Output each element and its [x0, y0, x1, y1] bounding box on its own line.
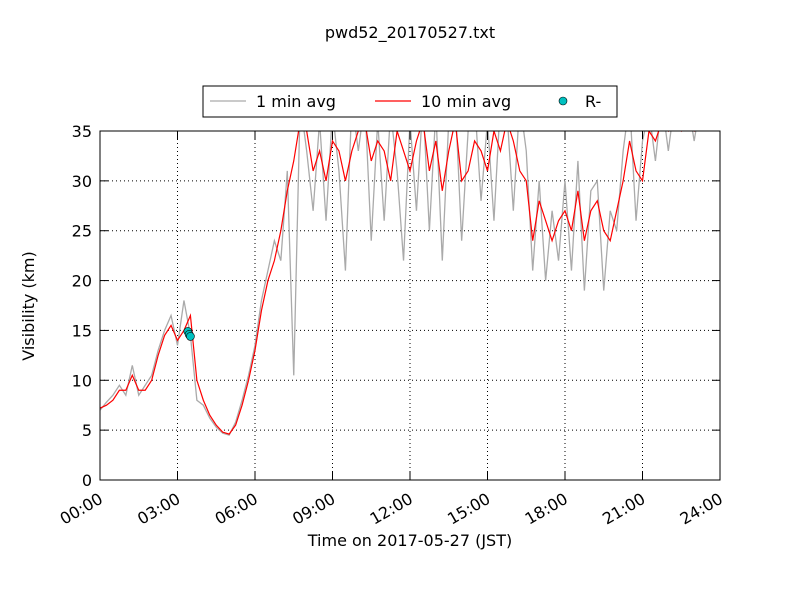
x-axis-label: Time on 2017-05-27 (JST) — [307, 531, 512, 550]
legend-marker — [558, 96, 568, 106]
scatter-point — [186, 332, 195, 341]
y-tick-label: 20 — [72, 272, 92, 291]
y-tick-label: 30 — [72, 172, 92, 191]
legend-label: R- — [585, 92, 601, 111]
legend-label: 1 min avg — [256, 92, 336, 111]
plot-area — [100, 131, 697, 436]
y-axis-label: Visibility (km) — [19, 251, 38, 360]
y-tick-label: 25 — [72, 222, 92, 241]
y-tick-label: 15 — [72, 321, 92, 340]
y-tick-label: 0 — [82, 471, 92, 490]
series-line — [100, 131, 695, 435]
legend-label: 10 min avg — [421, 92, 511, 111]
series-line — [100, 131, 697, 436]
y-tick-label: 10 — [72, 371, 92, 390]
legend: 1 min avg 10 min avg R- — [202, 85, 618, 118]
chart-title: pwd52_20170527.txt — [325, 23, 495, 43]
y-tick-label: 5 — [82, 421, 92, 440]
y-tick-label: 35 — [72, 122, 92, 141]
